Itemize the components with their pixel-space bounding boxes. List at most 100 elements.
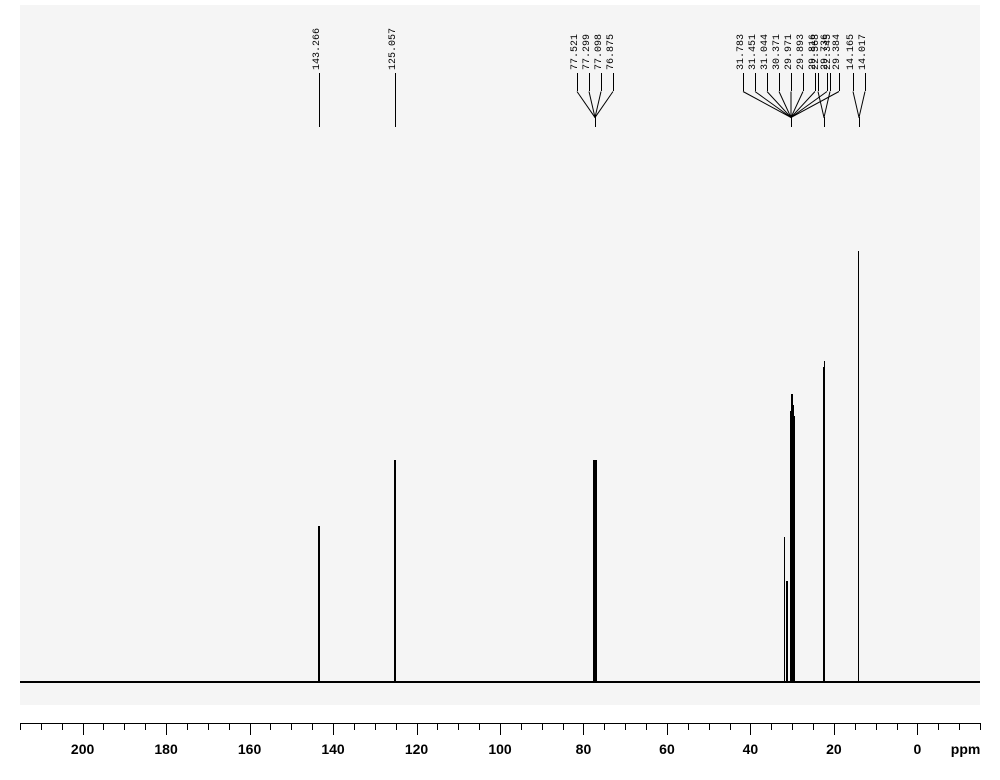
x-axis-tick-minor (145, 723, 146, 730)
peak-ppm-label: 77.098 (594, 34, 605, 70)
peak-ppm-label: 77.521 (570, 34, 581, 70)
x-axis-tick-minor (792, 723, 793, 730)
x-axis-tick-label: 40 (743, 741, 759, 757)
x-axis-tick-minor (208, 723, 209, 730)
peak-ppm-label: 14.017 (858, 34, 869, 70)
x-axis-tick-label: 20 (826, 741, 842, 757)
x-axis-tick-minor (938, 723, 939, 730)
label-connector (858, 91, 865, 117)
x-axis-tick-minor (604, 723, 605, 730)
x-axis-tick-minor (270, 723, 271, 730)
label-connector (853, 73, 854, 91)
x-axis-tick-major (667, 723, 668, 735)
nmr-peak (318, 526, 320, 680)
peak-ppm-label: 31.451 (748, 34, 759, 70)
x-axis-tick-minor (876, 723, 877, 730)
x-axis-tick-minor (187, 723, 188, 730)
x-axis-tick-label: 80 (576, 741, 592, 757)
label-connector (319, 73, 320, 91)
x-axis-tick-minor (709, 723, 710, 730)
peak-ppm-label: 143.266 (312, 28, 323, 70)
label-connector (830, 73, 831, 91)
label-connector (803, 73, 804, 91)
x-axis-tick-label: 200 (71, 741, 94, 757)
label-connector (791, 91, 839, 118)
nmr-peak (787, 581, 788, 680)
x-axis-tick-minor (41, 723, 42, 730)
peak-ppm-label: 30.371 (772, 34, 783, 70)
x-axis-tick-minor (813, 723, 814, 730)
peak-ppm-label: 31.044 (760, 34, 771, 70)
x-axis-tick-minor (103, 723, 104, 730)
x-axis-tick-label: 0 (913, 741, 921, 757)
nmr-peak (394, 460, 396, 680)
label-connector (395, 73, 396, 91)
x-axis-tick-minor (897, 723, 898, 730)
x-axis-tick-major (583, 723, 584, 735)
x-axis-unit-label: ppm (951, 741, 981, 757)
x-axis-tick-minor (980, 723, 981, 730)
peak-ppm-label: 31.783 (736, 34, 747, 70)
label-connector (613, 73, 614, 91)
x-axis-tick-label: 60 (659, 741, 675, 757)
x-axis-tick-major (417, 723, 418, 735)
x-axis-tick-minor (20, 723, 21, 730)
nmr-peak (858, 251, 859, 680)
peak-ppm-label: 29.893 (796, 34, 807, 70)
label-connector (755, 73, 756, 91)
label-connector (827, 73, 828, 91)
label-connector (577, 73, 578, 91)
x-axis-tick-minor (688, 723, 689, 730)
label-connector (823, 91, 830, 117)
label-connector (839, 73, 840, 91)
x-axis-tick-minor (458, 723, 459, 730)
x-axis-tick-minor (730, 723, 731, 730)
peak-ppm-label: 14.165 (846, 34, 857, 70)
peak-ppm-label: 22.345 (823, 34, 834, 70)
x-axis-tick-minor (479, 723, 480, 730)
x-axis-tick-label: 100 (488, 741, 511, 757)
peak-ppm-label: 76.875 (606, 34, 617, 70)
label-connector (743, 73, 744, 91)
x-axis-tick-label: 160 (238, 741, 261, 757)
nmr-peak (794, 416, 795, 680)
label-connector (815, 73, 816, 91)
label-connector (395, 117, 396, 127)
x-axis-tick-major (333, 723, 334, 735)
x-axis-tick-minor (124, 723, 125, 730)
peak-ppm-label: 125.057 (388, 28, 399, 70)
x-axis-tick-minor (771, 723, 772, 730)
x-axis-tick-minor (229, 723, 230, 730)
label-connector (779, 73, 780, 91)
x-axis-tick-minor (625, 723, 626, 730)
x-axis-tick-minor (62, 723, 63, 730)
x-axis-tick-label: 180 (154, 741, 177, 757)
x-axis-tick-label: 140 (321, 741, 344, 757)
x-axis-tick-major (166, 723, 167, 735)
x-axis-tick-minor (959, 723, 960, 730)
x-axis-tick-minor (354, 723, 355, 730)
label-connector (319, 117, 320, 127)
label-connector (767, 73, 768, 91)
peak-ppm-label: 22.568 (811, 34, 822, 70)
x-axis-tick-label: 120 (405, 741, 428, 757)
x-axis-tick-major (500, 723, 501, 735)
x-axis-tick-major (834, 723, 835, 735)
label-connector (791, 117, 792, 127)
x-axis-tick-minor (521, 723, 522, 730)
label-connector (589, 73, 590, 91)
label-connector (595, 117, 596, 127)
nmr-peak (824, 361, 825, 680)
x-axis-tick-major (250, 723, 251, 735)
nmr-plot-area: 143.266125.05777.52177.29977.09876.87531… (20, 5, 980, 705)
x-axis-tick-major (750, 723, 751, 735)
label-connector (818, 73, 819, 91)
x-axis-tick-minor (437, 723, 438, 730)
peak-ppm-label: 29.971 (784, 34, 795, 70)
label-connector (601, 73, 602, 91)
label-connector (859, 117, 860, 127)
label-connector (865, 73, 866, 91)
x-axis-tick-minor (542, 723, 543, 730)
x-axis-tick-minor (396, 723, 397, 730)
x-axis-tick-minor (855, 723, 856, 730)
